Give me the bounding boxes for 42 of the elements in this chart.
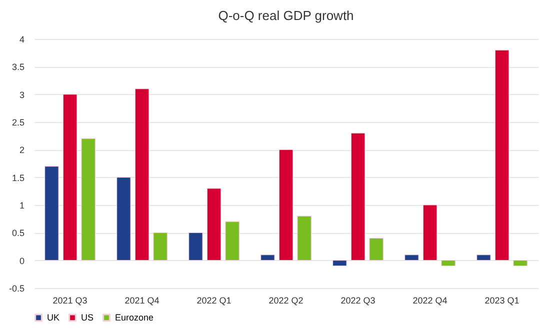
bar — [206, 188, 222, 261]
bar — [369, 238, 384, 261]
bar — [260, 254, 275, 261]
bar — [332, 260, 347, 266]
bar — [188, 232, 203, 261]
x-tick-label: 2021 Q3 — [52, 296, 88, 306]
y-tick-label: 3 — [19, 90, 24, 100]
x-tick-label: 2023 Q1 — [484, 296, 520, 306]
x-tick-label: 2022 Q3 — [340, 296, 376, 306]
legend-label: US — [81, 312, 94, 323]
bar — [278, 149, 294, 261]
x-tick-label: 2022 Q4 — [412, 296, 448, 306]
y-tick-label: 2.5 — [12, 118, 24, 128]
x-tick-label: 2022 Q1 — [196, 296, 232, 306]
bar — [441, 260, 456, 266]
y-tick-label: 1 — [19, 200, 24, 210]
y-tick-label: 3.5 — [12, 62, 24, 72]
y-tick-label: 0 — [19, 256, 24, 266]
legend-label: Eurozone — [115, 312, 154, 323]
bar — [422, 204, 438, 261]
y-tick-label: 1.5 — [12, 172, 24, 183]
bar — [476, 254, 491, 261]
y-tick-label: -0.5 — [8, 284, 24, 294]
legend-label: UK — [47, 312, 60, 323]
bar — [225, 221, 240, 261]
bar — [513, 260, 528, 266]
bar — [297, 216, 312, 261]
bar — [44, 166, 59, 261]
bar — [116, 177, 131, 261]
x-tick-label: 2021 Q4 — [124, 296, 160, 306]
chart-title: Q-o-Q real GDP growth — [218, 8, 354, 23]
bar — [404, 254, 419, 261]
bar — [153, 232, 168, 261]
bar — [81, 138, 96, 261]
y-tick-label: 2 — [19, 145, 24, 156]
y-tick-label: 0.5 — [12, 228, 24, 238]
bar — [62, 94, 78, 261]
x-tick-label: 2022 Q2 — [268, 296, 304, 306]
bar — [494, 50, 510, 261]
bar — [134, 88, 150, 261]
bar — [350, 132, 366, 261]
y-tick-label: 4 — [19, 34, 24, 44]
